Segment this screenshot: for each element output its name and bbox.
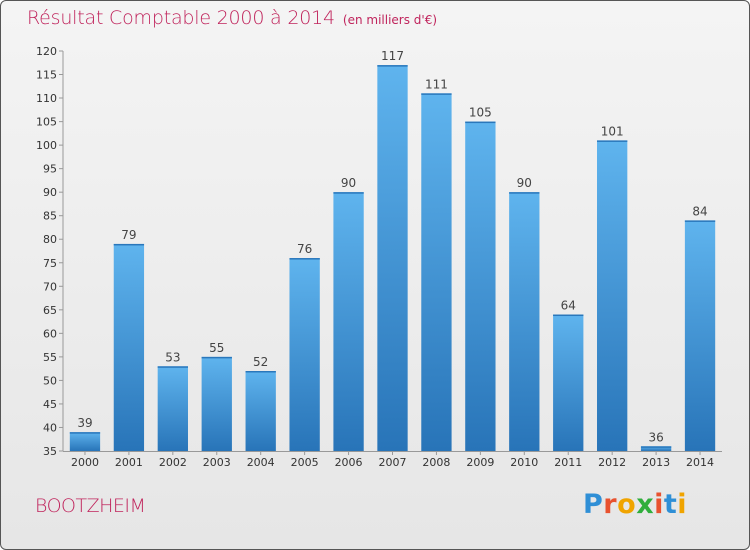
bar-top-edge [245, 371, 276, 373]
bar-top-edge [684, 220, 716, 222]
logo-letter: o [617, 489, 637, 520]
y-tick-label: 85 [43, 210, 57, 223]
bar-top-edge [509, 192, 540, 194]
y-tick-label: 70 [43, 280, 57, 293]
y-tick-label: 110 [36, 92, 57, 105]
data-label: 76 [297, 242, 312, 256]
bar-top-edge [640, 446, 672, 448]
y-tick-label: 50 [43, 374, 57, 387]
x-tick-label: 2014 [686, 456, 714, 469]
bar [509, 192, 540, 452]
x-tick-label: 2010 [510, 456, 538, 469]
bar-top-edge [69, 432, 101, 434]
data-label: 55 [209, 341, 224, 355]
bar-top-edge [465, 121, 496, 124]
y-tick-label: 75 [43, 257, 57, 270]
logo-letter: r [603, 489, 618, 520]
data-label: 53 [165, 350, 180, 364]
y-tick-label: 80 [43, 233, 57, 246]
bar [421, 93, 452, 452]
bar [113, 243, 145, 451]
data-label: 111 [425, 77, 448, 91]
data-label: 79 [121, 228, 136, 242]
bar [333, 192, 364, 452]
y-tick-label: 45 [43, 398, 57, 411]
data-label: 105 [469, 106, 492, 120]
data-label: 101 [601, 124, 624, 138]
bar [157, 366, 188, 451]
data-label: 84 [692, 204, 707, 218]
x-tick-label: 2013 [642, 456, 670, 469]
y-tick-label: 120 [36, 45, 57, 58]
bar [597, 140, 628, 452]
logo-letter: t [663, 489, 678, 520]
bar [69, 432, 101, 451]
bar-top-edge [333, 192, 364, 194]
x-tick-label: 2008 [422, 456, 450, 469]
logo-letter: i [677, 489, 688, 520]
bar-top-edge [201, 356, 232, 359]
bar-top-edge [157, 366, 188, 368]
data-label: 36 [648, 430, 663, 444]
logo-letter: i [654, 489, 664, 520]
bar [465, 121, 496, 452]
data-label: 90 [517, 176, 532, 190]
y-tick-label: 100 [36, 139, 57, 152]
bar-top-edge [377, 65, 408, 67]
data-label: 90 [341, 176, 356, 190]
bar-top-edge [113, 243, 145, 246]
chart-title: Résultat Comptable 2000 à 2014 (en millie… [27, 7, 437, 29]
x-tick-label: 2007 [379, 456, 407, 469]
bar-top-edge [421, 93, 452, 95]
x-tick-label: 2004 [247, 456, 275, 469]
y-tick-label: 105 [36, 116, 57, 129]
x-tick-label: 2006 [335, 456, 363, 469]
bar [553, 314, 584, 451]
bar [245, 371, 276, 451]
commune-name: BOOTZHEIM [35, 495, 146, 517]
y-tick-label: 40 [43, 421, 57, 434]
logo-letter: P [583, 489, 604, 520]
x-tick-label: 2012 [598, 456, 626, 469]
x-tick-label: 2003 [203, 456, 231, 469]
data-label: 39 [77, 416, 92, 430]
logo-letter: x [636, 489, 655, 520]
y-tick-label: 60 [43, 327, 57, 340]
x-tick-label: 2009 [466, 456, 494, 469]
y-tick-label: 55 [43, 351, 57, 364]
y-tick-label: 90 [43, 186, 57, 199]
chart-subtitle: (en milliers d'€) [342, 13, 438, 27]
bar-top-edge [289, 258, 320, 260]
x-tick-label: 2001 [115, 456, 143, 469]
y-tick-label: 65 [43, 304, 57, 317]
bar [289, 258, 320, 451]
y-tick-label: 95 [43, 163, 57, 176]
x-tick-label: 2005 [291, 456, 319, 469]
x-tick-label: 2011 [554, 456, 582, 469]
chart-title-text: Résultat Comptable 2000 à 2014 [27, 7, 335, 29]
bar [377, 65, 408, 451]
data-label: 52 [253, 355, 268, 369]
x-tick-label: 2002 [159, 456, 187, 469]
y-tick-label: 115 [36, 69, 57, 82]
bar-top-edge [597, 140, 628, 142]
bar [684, 220, 716, 451]
data-label: 64 [561, 299, 576, 313]
proxiti-logo: Proxiti [583, 489, 687, 520]
bar [201, 356, 232, 451]
bar-top-edge [553, 314, 584, 317]
y-tick-label: 35 [43, 445, 57, 458]
data-label: 117 [381, 49, 404, 63]
x-tick-label: 2000 [71, 456, 99, 469]
bar [640, 446, 672, 451]
